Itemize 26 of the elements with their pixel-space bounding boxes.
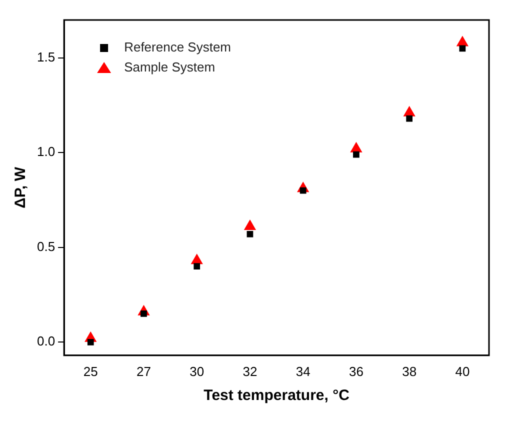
y-tick-label: 1.0: [36, 144, 56, 160]
x-tick-label: 27: [136, 364, 151, 379]
y-tick-label: 0.0: [36, 334, 56, 349]
point: [406, 115, 413, 122]
x-tick-label: 40: [455, 364, 470, 379]
x-tick-label: 25: [83, 364, 98, 379]
x-axis-title: Test temperature, °C: [204, 387, 350, 404]
y-tick-label: 0.5: [36, 238, 56, 254]
point: [140, 310, 147, 317]
legend-label: Reference System: [124, 40, 232, 55]
point: [246, 230, 254, 238]
point: [353, 151, 360, 158]
y-axis-title: ΔP, W: [12, 166, 30, 208]
x-tick-label: 30: [190, 364, 204, 379]
x-tick-label: 34: [296, 364, 310, 379]
legend-label: Sample System: [124, 60, 216, 75]
y-tick-label: 1.5: [36, 49, 56, 64]
point: [87, 338, 94, 346]
point: [244, 220, 256, 230]
x-tick-label: 38: [402, 364, 417, 379]
x-tick-label: 32: [242, 364, 258, 379]
x-tick-label: 36: [348, 364, 364, 379]
point: [403, 106, 416, 116]
point: [194, 263, 200, 270]
point: [350, 142, 362, 152]
point: [459, 45, 466, 52]
